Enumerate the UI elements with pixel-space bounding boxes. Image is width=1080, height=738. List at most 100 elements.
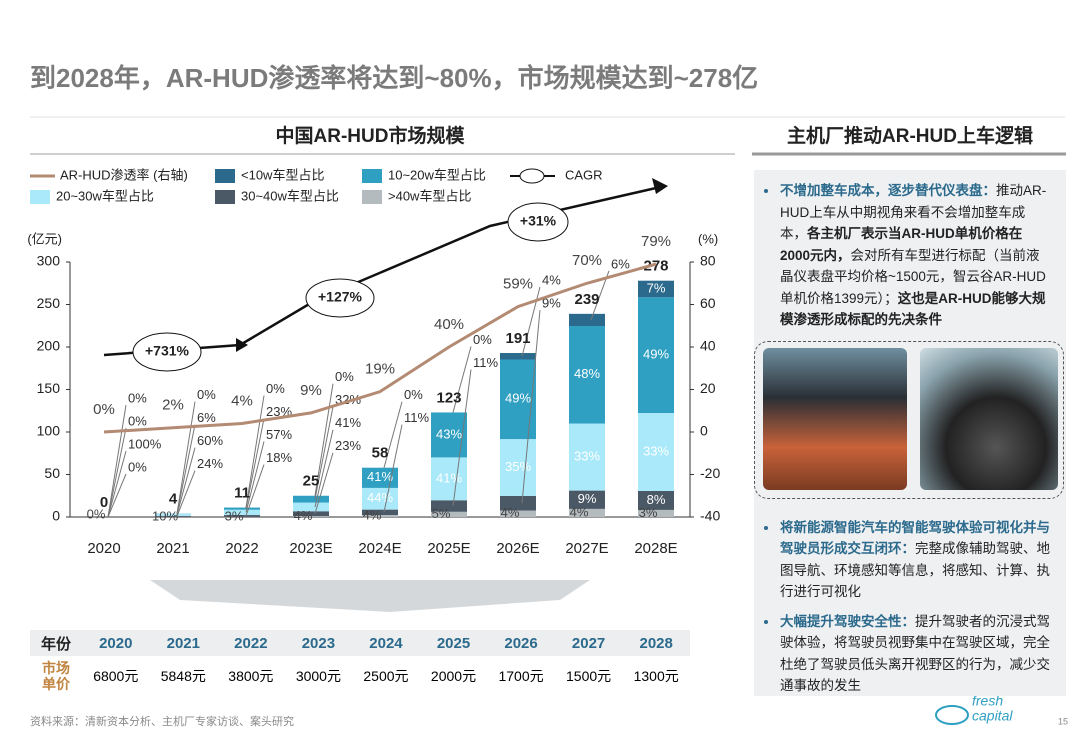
table-header-row: 年份 2020 2021 2022 2023 2024 2025 2026 2027 2028	[30, 630, 690, 656]
cagr-oval	[132, 332, 202, 372]
leader-line	[314, 406, 334, 500]
bar-segment	[638, 509, 674, 517]
segment-label: 41%	[436, 470, 462, 485]
y2-tick-label: -40	[700, 508, 720, 524]
bullet-heading: 将新能源智能汽车的智能驾驶体验可视化并与驾驶员形成交互闭环：	[780, 519, 1050, 557]
leader-line	[314, 452, 334, 514]
photo-frame	[754, 340, 1064, 499]
y-tick-label: 300	[37, 253, 61, 269]
leader-line	[452, 369, 472, 507]
segment-label: 33%	[643, 443, 669, 458]
bar-segment	[362, 467, 398, 488]
total-label: 191	[505, 330, 530, 347]
legend-label: 30~40w车型占比	[241, 188, 339, 203]
bar-segment	[362, 515, 398, 517]
bar-segment	[293, 502, 329, 512]
table-cell: 1300元	[633, 668, 679, 684]
legend-label: >40w车型占比	[388, 188, 471, 203]
segment-label: 48%	[574, 366, 600, 381]
cagr-arrowhead	[652, 178, 668, 194]
bar-segment	[638, 297, 674, 414]
segment-label: 100%	[128, 436, 162, 451]
bar-segment	[569, 490, 605, 509]
line-label: 0%	[93, 401, 115, 418]
legend-swatch	[215, 190, 235, 204]
segment-label: 0%	[197, 387, 216, 402]
y2-tick-label: -20	[700, 465, 720, 481]
bullet-heading: 大幅提升驾驶安全性：	[780, 613, 915, 629]
panel-body: 不增加整车成本，逐步替代仪表盘：推动AR-HUD上车从中期视角来看不会增加整车成…	[754, 170, 1066, 697]
x-tick-label: 2022	[225, 540, 258, 557]
segment-label: 41%	[335, 415, 361, 430]
x-tick-label: 2027E	[565, 540, 608, 557]
leader-line	[314, 429, 334, 508]
page-number: 15	[1058, 716, 1068, 726]
leader-line	[176, 401, 196, 514]
segment-label: 9%	[578, 491, 597, 506]
cagr-oval	[507, 202, 569, 242]
segment-label: 33%	[574, 449, 600, 464]
bar-segment	[500, 510, 536, 517]
table-cell: 2000元	[430, 668, 477, 684]
bar-segment	[500, 353, 536, 360]
y-axis-label: (亿元)	[27, 231, 62, 246]
segment-label: 5%	[432, 506, 451, 521]
table-header-cell: 2027	[554, 630, 623, 656]
segment-label: 0%	[87, 506, 106, 521]
x-tick-label: 2021	[156, 540, 189, 557]
legend-swatch	[362, 169, 382, 183]
line-label: 79%	[641, 233, 671, 250]
y2-tick-label: 80	[700, 253, 716, 269]
logo-text: fresh	[972, 693, 1003, 709]
leader-line	[521, 286, 541, 357]
bar-segment	[569, 326, 605, 424]
line-label: 70%	[572, 252, 602, 269]
total-label: 11	[234, 485, 250, 502]
segment-label: 0%	[128, 413, 147, 428]
bar-segment	[362, 487, 398, 510]
segment-label: 44%	[367, 490, 393, 505]
line-label: 4%	[231, 392, 253, 409]
cagr-oval	[305, 278, 375, 318]
bar-segment	[224, 509, 260, 516]
leader-line	[245, 418, 265, 509]
leader-line	[383, 401, 403, 468]
cagr-label: +127%	[318, 289, 363, 305]
segment-label: 23%	[335, 438, 361, 453]
y2-tick-label: 40	[700, 338, 716, 354]
bar-segment	[155, 513, 191, 516]
segment-label: 60%	[197, 433, 223, 448]
bullet-heading: 不增加整车成本，逐步替代仪表盘：	[780, 183, 996, 198]
leader-line	[245, 441, 265, 513]
y2-tick-label: 20	[700, 380, 716, 396]
x-tick-label: 2025E	[427, 540, 470, 557]
leader-line	[314, 383, 334, 496]
cagr-label: +731%	[145, 343, 190, 359]
bullet-text: 提升驾驶者的沉浸式驾驶体验，将驾驶员视野集中在驾驶区域，完全杜绝了驾驶员低头离开…	[780, 613, 1050, 694]
total-label: 123	[436, 389, 461, 406]
line-label: 59%	[503, 276, 533, 293]
total-label: 278	[643, 258, 668, 275]
x-tick-label: 2028E	[634, 540, 677, 557]
segment-label: 43%	[436, 426, 462, 441]
table-header-cell: 年份	[30, 630, 82, 656]
table-header-cell: 2022	[217, 630, 285, 656]
y2-tick-label: 60	[700, 295, 716, 311]
table-cell: 1700元	[498, 668, 544, 684]
table-header-cell: 2023	[284, 630, 353, 656]
table-cell: 市场单价	[42, 660, 70, 692]
segment-label: 0%	[128, 390, 147, 405]
total-label: 4	[169, 491, 178, 508]
bar-segment	[293, 495, 329, 503]
logic-panel: 不增加整车成本，逐步替代仪表盘：推动AR-HUD上车从中期视角来看不会增加整车成…	[754, 170, 1066, 696]
legend-swatch	[30, 190, 50, 204]
photo-dashboard	[763, 347, 907, 490]
bar-segment	[569, 508, 605, 517]
legend-label: 10~20w车型占比	[388, 167, 486, 182]
bar-segment	[638, 491, 674, 510]
y-tick-label: 0	[52, 508, 60, 524]
bar-segment	[362, 509, 398, 516]
bar-segment	[431, 500, 467, 512]
